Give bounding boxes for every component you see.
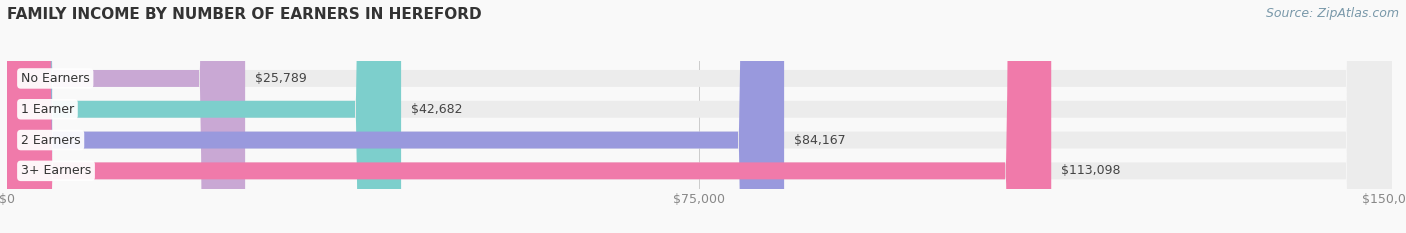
FancyBboxPatch shape	[7, 0, 1392, 233]
FancyBboxPatch shape	[7, 0, 785, 233]
Text: Source: ZipAtlas.com: Source: ZipAtlas.com	[1265, 7, 1399, 20]
Text: No Earners: No Earners	[21, 72, 90, 85]
Text: $113,098: $113,098	[1062, 164, 1121, 177]
FancyBboxPatch shape	[7, 0, 1392, 233]
Text: 2 Earners: 2 Earners	[21, 134, 80, 147]
Text: 1 Earner: 1 Earner	[21, 103, 75, 116]
Text: FAMILY INCOME BY NUMBER OF EARNERS IN HEREFORD: FAMILY INCOME BY NUMBER OF EARNERS IN HE…	[7, 7, 482, 22]
FancyBboxPatch shape	[7, 0, 1392, 233]
FancyBboxPatch shape	[7, 0, 401, 233]
Text: $42,682: $42,682	[411, 103, 463, 116]
FancyBboxPatch shape	[7, 0, 1392, 233]
Text: $25,789: $25,789	[254, 72, 307, 85]
Text: $84,167: $84,167	[794, 134, 845, 147]
Text: 3+ Earners: 3+ Earners	[21, 164, 91, 177]
FancyBboxPatch shape	[7, 0, 1052, 233]
FancyBboxPatch shape	[7, 0, 245, 233]
